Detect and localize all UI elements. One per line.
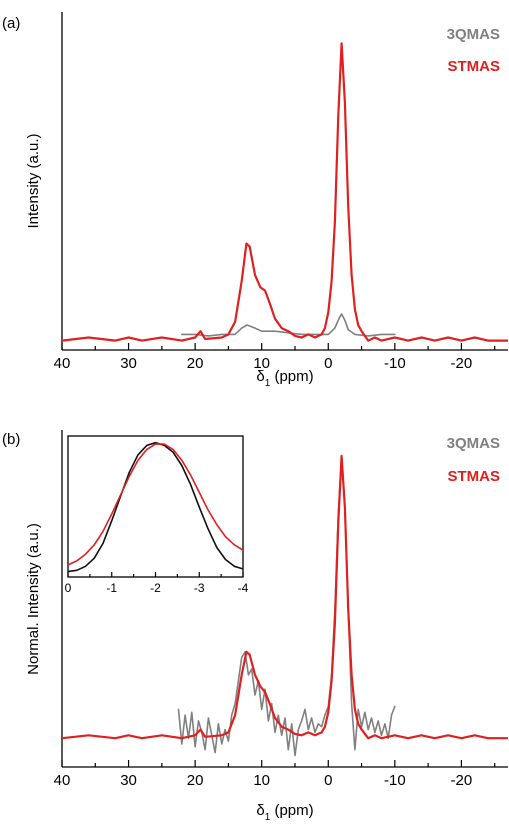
panel-a-xtick-label: 40 [54,355,71,372]
panel-a-legend-stmas: STMAS [448,58,501,75]
panel-b-xlabel: δ1 (ppm) [256,802,313,823]
panel-b-plot-area: 40 30 20 10 0 -10 -20 [54,430,508,789]
panel-a: (a) 40 30 20 10 0 -10 -20 δ1 (ppm) Intensity (… [2,12,508,389]
panel-a-xtick-label: 30 [120,355,137,372]
panel-a-xtick-label: 20 [187,355,204,372]
panel-b-legend-stmas: STMAS [448,468,501,485]
panel-b-xtick-label: -10 [384,772,406,789]
panel-a-xtick-label: -20 [451,355,473,372]
panel-a-series-3qmas-line [181,313,396,337]
panel-b-xtick-label: 20 [187,772,204,789]
panel-b-inset-xtick-label: -3 [194,581,205,595]
panel-b-xtick-label: 40 [54,772,71,789]
panel-b-series-3qmas-line [177,455,396,757]
panel-a-ylabel: Intensity (a.u.) [25,133,42,228]
panel-a-xtick-label: -10 [384,355,406,372]
panel-b-ylabel: Normal. Intensity (a.u.) [25,523,42,675]
panel-b-series-stmas-line [62,454,508,740]
panel-a-xlabel: δ1 (ppm) [256,368,313,389]
panel-b-xtick-label: 0 [324,772,332,789]
panel-b-inset-series-stmas-line [68,443,243,566]
panel-a-xtick-label: 10 [253,355,270,372]
panel-b-inset-xtick-label: -2 [150,581,161,595]
panel-b-inset-xtick-label: -4 [238,581,249,595]
panel-b-label: (b) [2,431,20,448]
panel-a-xtick-label: 0 [324,355,332,372]
panel-a-legend-3qmas: 3QMAS [447,26,500,43]
panel-b-xtick-label: 30 [120,772,137,789]
panel-b-legend-3qmas: 3QMAS [447,435,500,452]
panel-b-inset-xtick-label: -1 [106,581,117,595]
panel-b-xtick-label: -20 [451,772,473,789]
panel-b: (b) 40 30 20 10 0 -10 -20 δ1 (ppm) Normal. Int… [2,430,508,823]
panel-b-xtick-label: 10 [253,772,270,789]
panel-a-series-stmas-line [62,42,508,342]
panel-b-inset: 0 -1 -2 -3 -4 [65,435,249,595]
panel-a-plot-area: 40 30 20 10 0 -10 -20 [54,12,508,372]
panel-a-label: (a) [2,15,20,32]
panel-b-inset-frame [67,435,244,578]
panel-b-inset-xtick-label: 0 [65,581,72,595]
panel-b-inset-series-3qmas-line [68,441,243,573]
